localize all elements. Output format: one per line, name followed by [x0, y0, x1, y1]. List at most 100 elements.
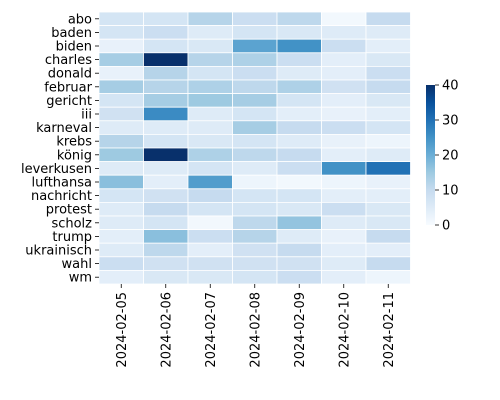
row-label: iii — [81, 108, 92, 123]
heatmap-cell — [321, 38, 367, 54]
row-label: abo — [68, 12, 92, 27]
heatmap-cell — [365, 242, 411, 258]
heatmap-cell — [187, 38, 233, 54]
heatmap-cell — [187, 52, 233, 67]
heatmap-cell — [98, 38, 144, 54]
heatmap-cell — [232, 161, 278, 176]
heatmap-cell — [232, 256, 278, 271]
heatmap-cell — [365, 188, 411, 203]
heatmap-cell — [276, 174, 322, 190]
row-label: könig — [57, 148, 92, 163]
heatmap-cell — [365, 269, 411, 285]
heatmap-cell — [143, 11, 189, 27]
colorbar-tick-label: 30 — [442, 114, 459, 129]
heatmap-cell — [187, 161, 233, 176]
column-label: 2024-02-10 — [337, 292, 352, 368]
column-label: 2024-02-07 — [204, 292, 219, 368]
heatmap-cell — [365, 93, 411, 108]
heatmap-cell — [321, 242, 367, 258]
row-label: baden — [51, 26, 92, 41]
heatmap-cell — [365, 201, 411, 217]
row-label: krebs — [56, 135, 92, 150]
heatmap-cell — [321, 229, 367, 244]
heatmap-cell — [98, 215, 144, 231]
heatmap-cell — [187, 79, 233, 95]
heatmap-cell — [143, 147, 189, 163]
heatmap-cell — [98, 256, 144, 271]
heatmap-cell — [276, 52, 322, 67]
row-label: leverkusen — [21, 162, 92, 177]
colorbar: 0 10 20 30 40 — [426, 79, 459, 234]
heatmap-cell — [98, 52, 144, 67]
heatmap-cell — [143, 79, 189, 95]
heatmap-cell — [365, 66, 411, 81]
heatmap-cell — [143, 174, 189, 190]
colorbar-tick-label: 20 — [442, 149, 459, 164]
row-label: scholz — [51, 216, 92, 231]
heatmap-cell — [365, 120, 411, 135]
column-labels: 2024-02-05 2024-02-06 2024-02-07 2024-02-08… — [115, 284, 397, 368]
heatmap-cell — [232, 201, 278, 217]
heatmap-cell — [143, 269, 189, 285]
heatmap-cell — [98, 133, 144, 149]
heatmap-cell — [276, 25, 322, 40]
row-label: biden — [56, 40, 92, 55]
heatmap-cell — [321, 79, 367, 95]
heatmap-cell — [365, 215, 411, 231]
row-label: ukrainisch — [25, 244, 92, 259]
heatmap-cell — [232, 269, 278, 285]
heatmap-cell — [143, 93, 189, 108]
heatmap-cell — [276, 106, 322, 122]
heatmap-cell — [187, 242, 233, 258]
heatmap-cell — [187, 269, 233, 285]
heatmap-cell — [365, 161, 411, 176]
heatmap-cell — [365, 11, 411, 27]
heatmap-cell — [365, 229, 411, 244]
heatmap-cell — [276, 242, 322, 258]
heatmap-cell — [321, 133, 367, 149]
heatmap-cell — [365, 147, 411, 163]
heatmap-cell — [187, 256, 233, 271]
heatmap-cell — [98, 201, 144, 217]
heatmap-cell — [276, 201, 322, 217]
heatmap-cell — [232, 133, 278, 149]
heatmap-cell — [276, 215, 322, 231]
heatmap-cell — [187, 188, 233, 203]
heatmap-cell — [276, 66, 322, 81]
heatmap-cell — [187, 229, 233, 244]
heatmap-cell — [321, 52, 367, 67]
heatmap-cell — [276, 147, 322, 163]
heatmap-cell — [98, 229, 144, 244]
heatmap-cell — [321, 269, 367, 285]
heatmap-cell — [143, 25, 189, 40]
heatmap-cell — [276, 120, 322, 135]
heatmap-cell — [187, 25, 233, 40]
colorbar-tick-label: 10 — [442, 184, 459, 199]
row-label: lufthansa — [32, 176, 92, 191]
heatmap-cells — [98, 11, 411, 285]
column-label: 2024-02-11 — [382, 292, 397, 368]
heatmap-cell — [143, 229, 189, 244]
heatmap-cell — [276, 229, 322, 244]
column-label: 2024-02-06 — [159, 292, 174, 368]
heatmap-cell — [143, 52, 189, 67]
heatmap-cell — [143, 38, 189, 54]
heatmap-cell — [365, 52, 411, 67]
heatmap-cell — [321, 215, 367, 231]
colorbar-gradient — [426, 85, 435, 225]
heatmap-cell — [143, 256, 189, 271]
heatmap-cell — [321, 120, 367, 135]
heatmap-cell — [232, 188, 278, 203]
heatmap-cell — [187, 215, 233, 231]
colorbar-tick-label: 40 — [442, 79, 459, 94]
row-label: gericht — [46, 94, 92, 109]
heatmap-cell — [321, 11, 367, 27]
row-label: donald — [48, 67, 92, 82]
heatmap-cell — [98, 161, 144, 176]
row-label: trump — [52, 230, 92, 245]
heatmap-cell — [276, 256, 322, 271]
row-labels: abobadenbidencharlesdonaldfebruargericht… — [21, 12, 99, 286]
heatmap-cell — [143, 188, 189, 203]
row-label: protest — [46, 203, 92, 218]
